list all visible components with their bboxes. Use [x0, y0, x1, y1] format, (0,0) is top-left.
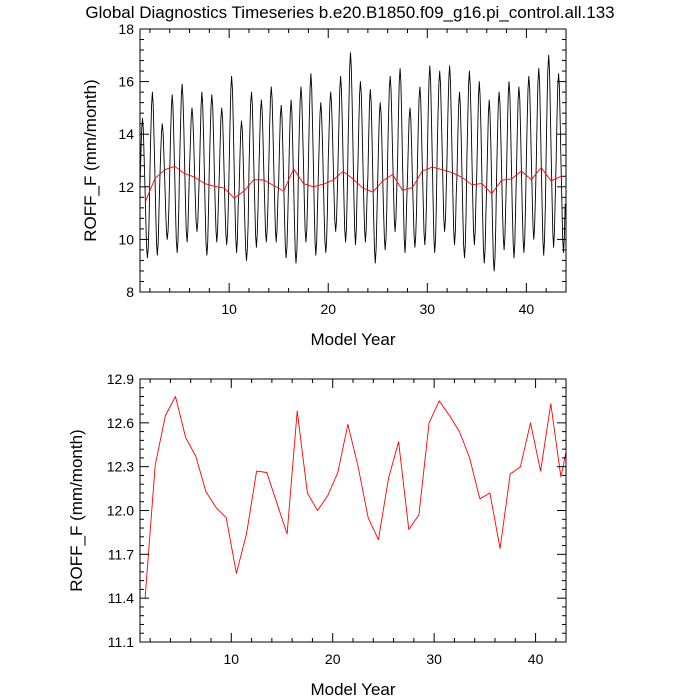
bottom-panel: 10 20 30 40 11.1 11.4 11.7 12.0 12.3 12.6 12.9 Mode… — [67, 371, 567, 699]
y-axis-label: ROFF_F (mm/month) — [81, 79, 100, 241]
axis-ticks — [140, 28, 567, 293]
y-tick-label: 18 — [118, 21, 134, 37]
y-tick-label: 8 — [126, 284, 134, 300]
series-line-annual-mean — [144, 165, 562, 203]
series-line-monthly — [139, 52, 566, 272]
y-axis-label: ROFF_F (mm/month) — [67, 429, 86, 591]
series-line-annual-mean — [144, 396, 567, 599]
y-tick-label: 10 — [118, 231, 134, 247]
axis-ticks — [140, 378, 566, 643]
x-tick-label: 20 — [325, 651, 341, 667]
x-axis-label: Model Year — [310, 680, 395, 699]
y-tick-label: 14 — [118, 126, 134, 142]
x-tick-label: 10 — [223, 651, 239, 667]
y-tick-label: 12 — [118, 179, 134, 195]
x-tick-label: 40 — [519, 301, 535, 317]
y-tick-label: 11.7 — [108, 546, 134, 562]
y-tick-label: 11.4 — [108, 590, 134, 606]
x-tick-label: 30 — [420, 301, 436, 317]
y-tick-label: 12.3 — [107, 459, 134, 475]
y-tick-label: 11.1 — [108, 634, 134, 650]
y-tick-label: 12.6 — [107, 415, 134, 431]
y-tick-label: 12.9 — [107, 371, 134, 387]
top-panel: 10 20 30 40 8 10 12 14 16 18 Model Year ROFF_F (mm/… — [81, 21, 567, 349]
x-axis-label: Model Year — [310, 330, 395, 349]
y-tick-label: 12.0 — [107, 503, 134, 519]
x-tick-label: 30 — [426, 651, 442, 667]
plot-frame — [139, 378, 567, 643]
chart-title: Global Diagnostics Timeseries b.e20.B185… — [85, 3, 614, 22]
x-tick-label: 20 — [320, 301, 336, 317]
x-tick-label: 10 — [221, 301, 237, 317]
x-tick-label: 40 — [528, 651, 544, 667]
y-tick-label: 16 — [118, 74, 134, 90]
plot-frame — [139, 28, 567, 293]
